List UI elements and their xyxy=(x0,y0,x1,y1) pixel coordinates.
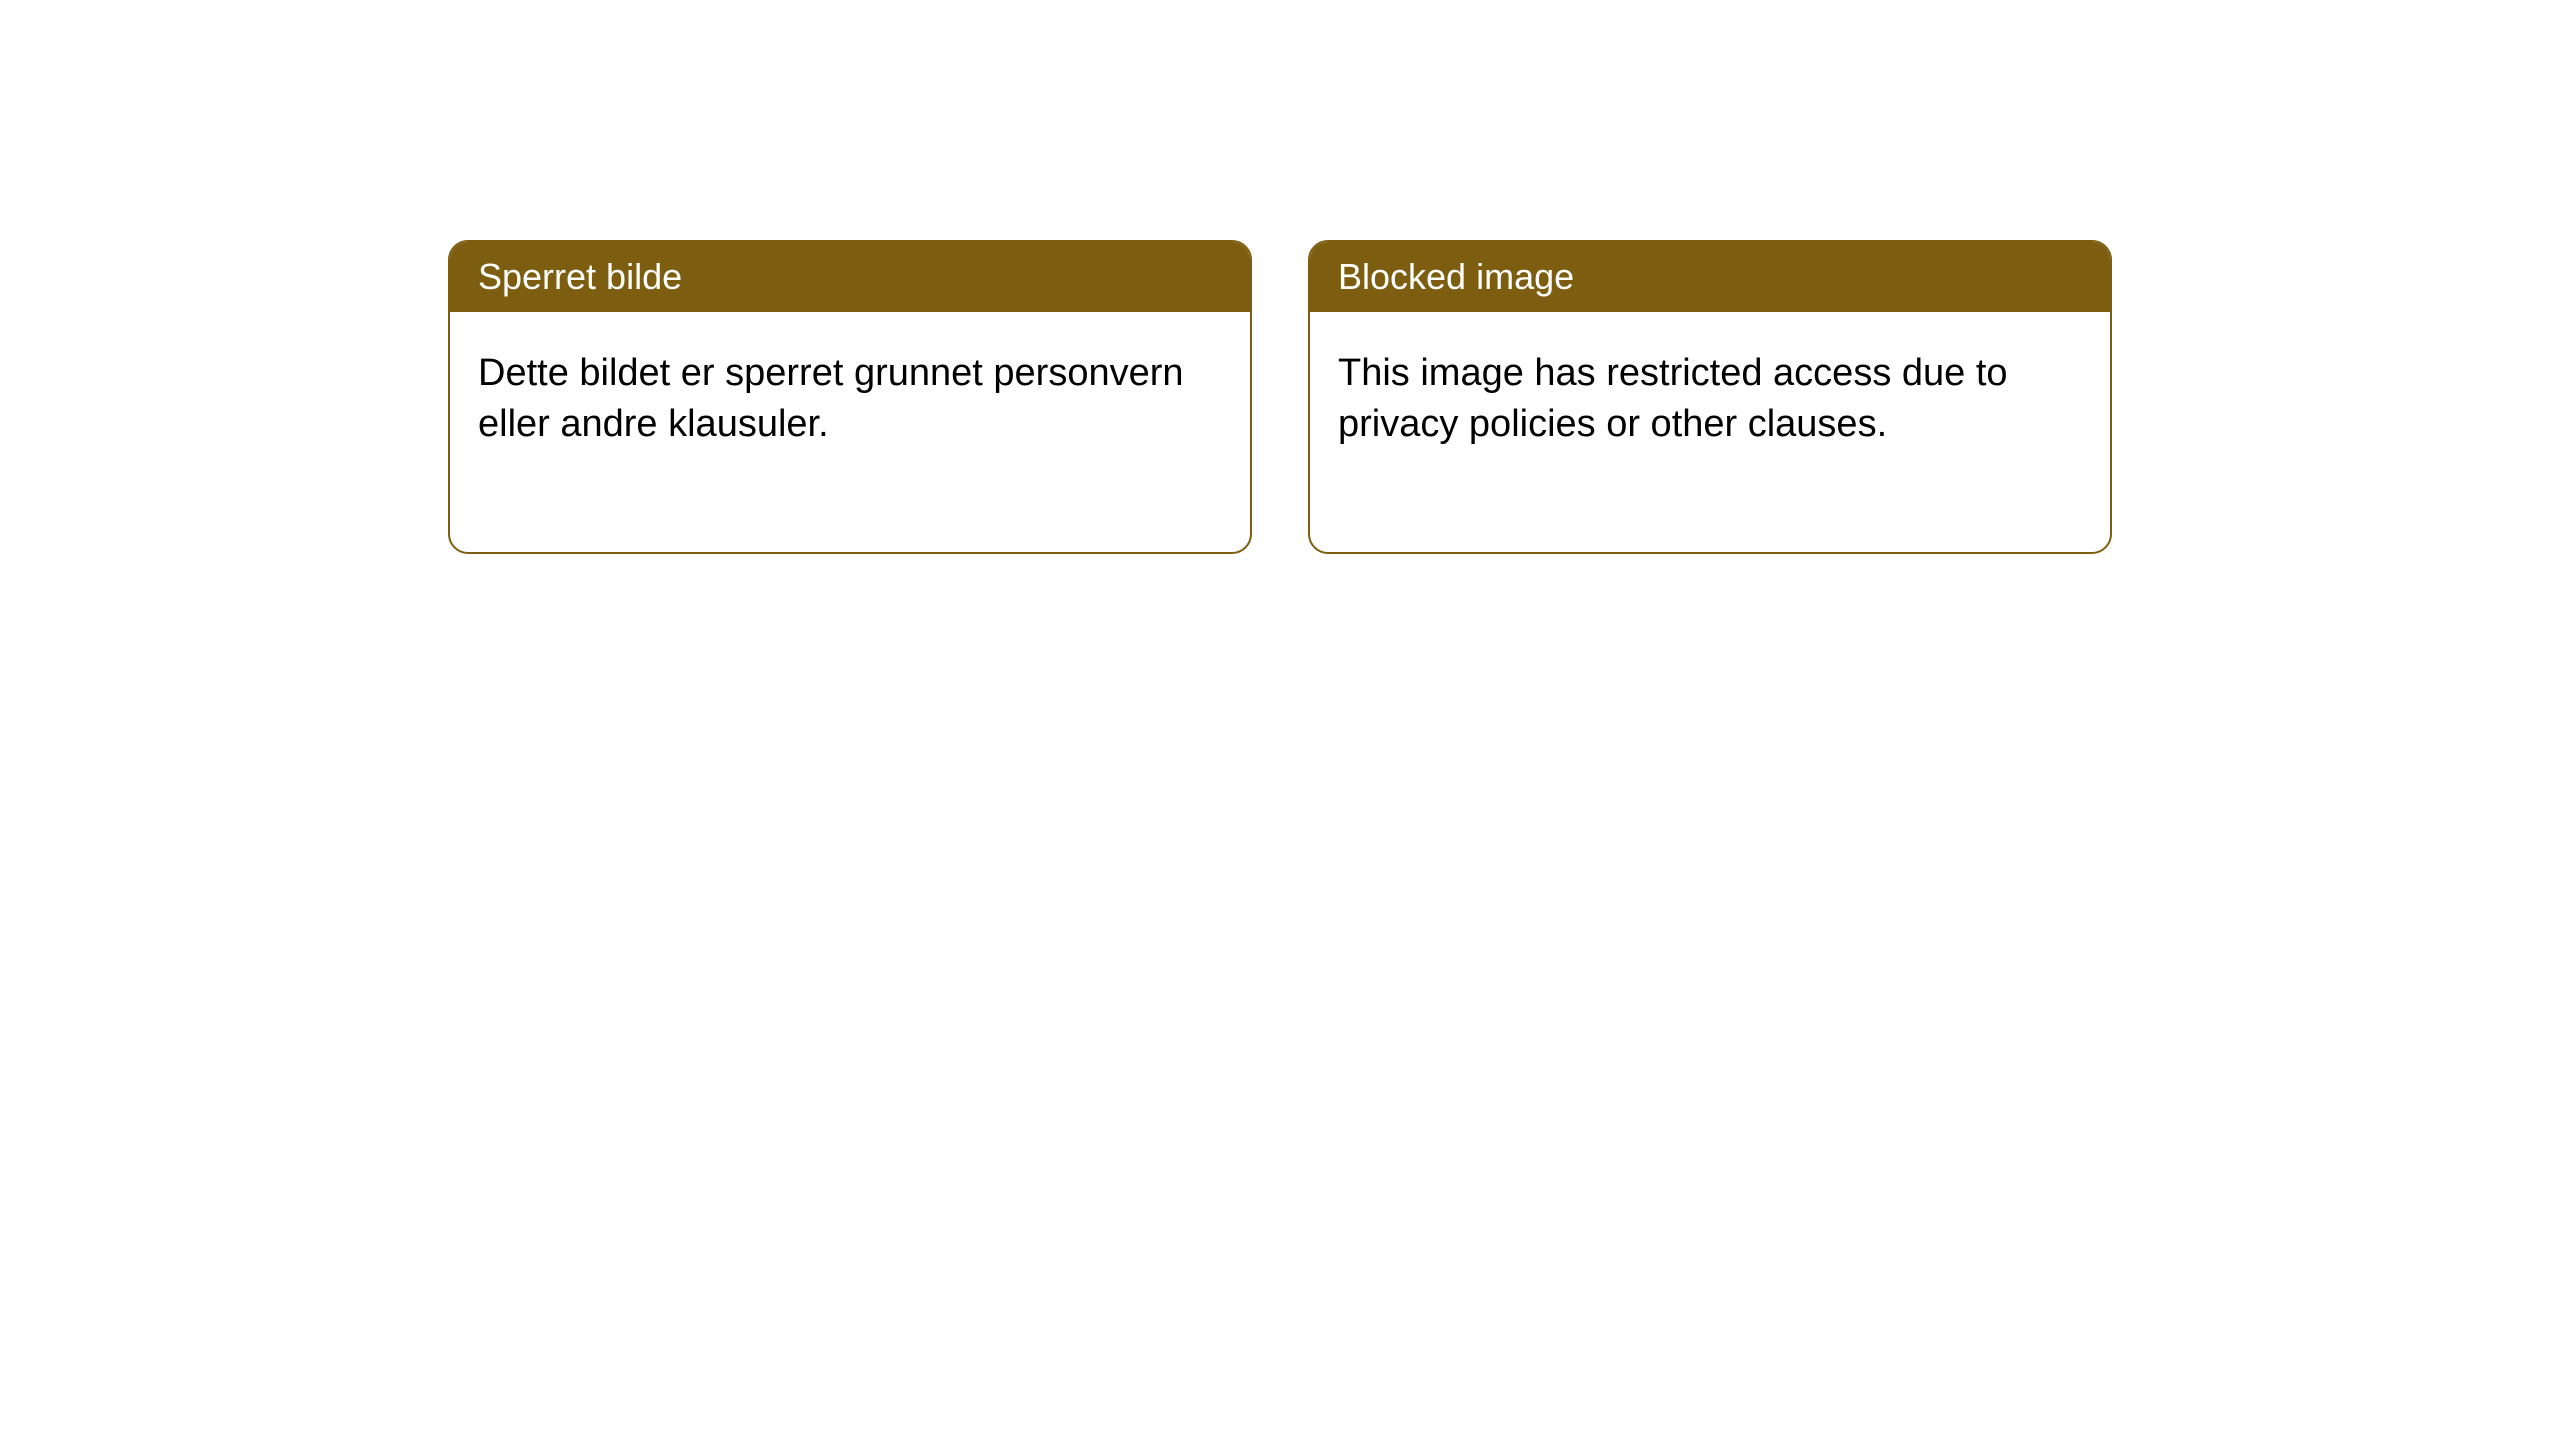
card-title: Sperret bilde xyxy=(478,256,682,297)
card-body: This image has restricted access due to … xyxy=(1310,312,2110,552)
card-header: Blocked image xyxy=(1310,242,2110,312)
card-body: Dette bildet er sperret grunnet personve… xyxy=(450,312,1250,552)
card-header: Sperret bilde xyxy=(450,242,1250,312)
notice-card-norwegian: Sperret bilde Dette bildet er sperret gr… xyxy=(448,240,1252,554)
card-body-text: Dette bildet er sperret grunnet personve… xyxy=(478,352,1184,445)
card-body-text: This image has restricted access due to … xyxy=(1338,352,2008,445)
notice-container: Sperret bilde Dette bildet er sperret gr… xyxy=(0,0,2560,554)
notice-card-english: Blocked image This image has restricted … xyxy=(1308,240,2112,554)
card-title: Blocked image xyxy=(1338,256,1574,297)
